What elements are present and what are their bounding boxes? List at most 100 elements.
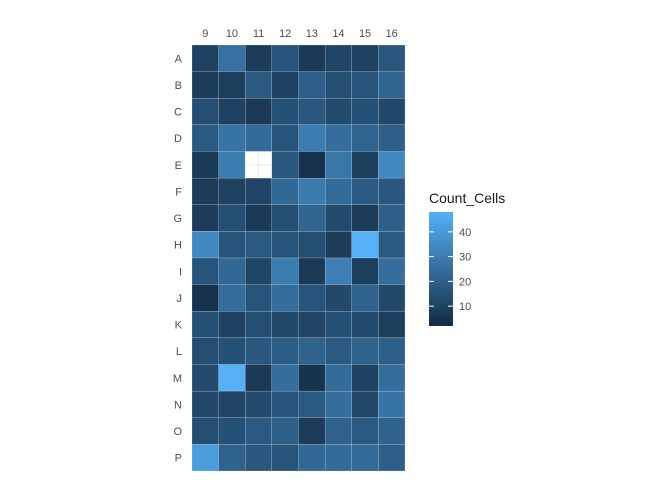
legend: Count_Cells 10 20 30 40 xyxy=(429,190,505,326)
heatmap-cell xyxy=(218,337,246,365)
heatmap-cell xyxy=(351,98,379,126)
heatmap-cell xyxy=(378,444,406,472)
heatmap-cell xyxy=(191,98,219,126)
heatmap-cell xyxy=(191,151,219,179)
heatmap-cell xyxy=(271,257,299,285)
heatmap-cell xyxy=(218,231,246,259)
heatmap-cell xyxy=(324,364,352,392)
heatmap-cell-empty xyxy=(244,151,273,179)
heatmap-cell xyxy=(351,257,379,285)
heatmap-cell xyxy=(191,444,219,472)
heatmap-cell xyxy=(324,311,352,339)
heatmap-cell xyxy=(191,417,219,445)
y-axis-ticks: A B C D E F G H I J K L M N O P xyxy=(173,53,183,464)
heatmap-cell xyxy=(324,337,352,365)
heatmap-cell xyxy=(351,417,379,445)
heatmap-cell xyxy=(351,284,379,312)
legend-label: 20 xyxy=(459,276,471,288)
heatmap-cell xyxy=(271,204,299,232)
y-tick-label: J xyxy=(177,293,183,305)
heatmap-cell xyxy=(218,71,246,99)
heatmap-cell xyxy=(245,364,273,392)
heatmap-cell xyxy=(271,124,299,152)
heatmap-cell xyxy=(298,44,326,72)
heatmap-cell xyxy=(378,257,406,285)
heatmap-cell xyxy=(324,231,352,259)
heatmap-cell xyxy=(351,231,379,259)
heatmap-cell xyxy=(298,98,326,126)
heatmap-cell xyxy=(218,151,246,179)
heatmap-cell xyxy=(298,177,326,205)
heatmap-cell xyxy=(245,390,273,418)
heatmap-cell xyxy=(298,124,326,152)
heatmap-cell xyxy=(351,204,379,232)
heatmap-cell xyxy=(351,177,379,205)
heatmap-cell xyxy=(351,444,379,472)
x-tick-label: 9 xyxy=(202,28,208,40)
heatmap-cell xyxy=(298,390,326,418)
heatmap-cell xyxy=(298,204,326,232)
y-tick-label: D xyxy=(174,133,182,145)
y-tick-label: A xyxy=(175,53,183,65)
legend-title: Count_Cells xyxy=(429,190,505,206)
heatmap-cell xyxy=(245,44,273,72)
heatmap-cell xyxy=(191,177,219,205)
y-tick-label: F xyxy=(175,186,182,198)
heatmap-cell xyxy=(324,71,352,99)
heatmap-cell xyxy=(351,390,379,418)
heatmap-cell xyxy=(271,98,299,126)
heatmap-cell xyxy=(218,417,246,445)
y-tick-label: O xyxy=(173,426,182,438)
heatmap-cell xyxy=(378,284,406,312)
heatmap-cell xyxy=(191,44,219,72)
y-tick-label: N xyxy=(174,399,182,411)
heatmap-cell xyxy=(218,444,246,472)
heatmap-cell xyxy=(298,337,326,365)
x-tick-label: 10 xyxy=(226,28,238,40)
heatmap-cell xyxy=(218,390,246,418)
heatmap-cell xyxy=(351,124,379,152)
heatmap-cell xyxy=(191,337,219,365)
heatmap-cell xyxy=(298,364,326,392)
heatmap-cell xyxy=(298,417,326,445)
heatmap-cell xyxy=(271,71,299,99)
heatmap-cell xyxy=(271,151,299,179)
heatmap-cell xyxy=(218,204,246,232)
x-tick-label: 12 xyxy=(279,28,291,40)
heatmap-cell xyxy=(324,44,352,72)
heatmap-cell xyxy=(351,337,379,365)
legend-colorbar xyxy=(429,212,453,326)
heatmap-cell xyxy=(218,44,246,72)
heatmap-cell xyxy=(191,364,219,392)
heatmap-cell xyxy=(351,364,379,392)
heatmap-cell xyxy=(324,417,352,445)
heatmap-cell xyxy=(324,284,352,312)
y-tick-label: C xyxy=(174,107,182,119)
heatmap-cell xyxy=(271,284,299,312)
heatmap-cell xyxy=(351,311,379,339)
y-tick-label: E xyxy=(175,160,182,172)
heatmap-cell xyxy=(218,284,246,312)
y-tick-label: G xyxy=(173,213,182,225)
heatmap-cell xyxy=(271,390,299,418)
heatmap-cell xyxy=(271,444,299,472)
heatmap-cell xyxy=(298,231,326,259)
heatmap-cell xyxy=(245,311,273,339)
heatmap-cell xyxy=(218,124,246,152)
heatmap-cell xyxy=(191,204,219,232)
x-tick-label: 16 xyxy=(386,28,398,40)
heatmap-cell xyxy=(271,311,299,339)
heatmap-cell xyxy=(271,231,299,259)
heatmap-cell xyxy=(191,284,219,312)
heatmap-cell xyxy=(218,98,246,126)
y-tick-label: K xyxy=(175,320,183,332)
heatmap-cell xyxy=(218,364,246,392)
heatmap-cell xyxy=(245,124,273,152)
heatmap-cell xyxy=(324,257,352,285)
heatmap-cell xyxy=(378,44,406,72)
heatmap-cell xyxy=(271,364,299,392)
heatmap-cell xyxy=(378,204,406,232)
x-axis-ticks: 9 10 11 12 13 14 15 16 xyxy=(202,28,398,40)
heatmap-cell xyxy=(378,124,406,152)
